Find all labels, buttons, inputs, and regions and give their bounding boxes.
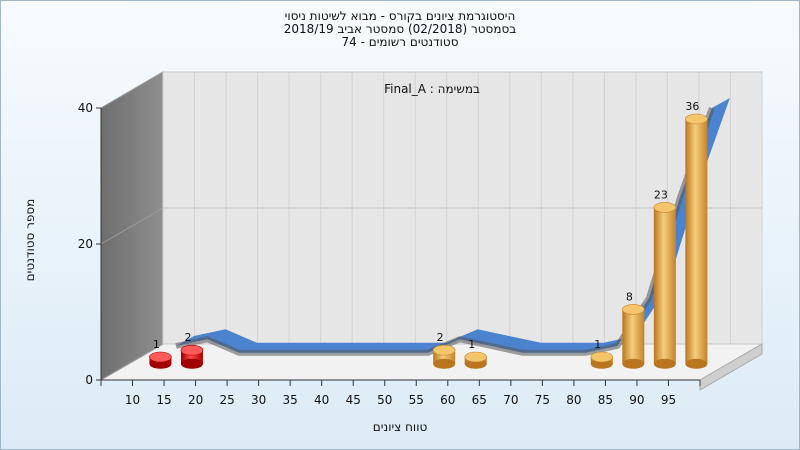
bar-cap xyxy=(590,351,614,363)
x-tick-label: 90 xyxy=(629,393,644,407)
bar-base xyxy=(622,358,645,369)
x-tick-label: 60 xyxy=(440,393,455,407)
x-tick-label: 40 xyxy=(314,393,329,407)
x-tick-label: 85 xyxy=(598,393,613,407)
chart-title: היסטוגרמת ציונים בקורס - מבוא לשיטות ניס… xyxy=(0,10,800,49)
x-tick-label: 50 xyxy=(377,393,392,407)
bar-cap xyxy=(149,351,172,363)
x-tick-label: 30 xyxy=(251,393,266,407)
bar-base xyxy=(685,358,708,369)
grid-line-side xyxy=(100,71,164,109)
x-tick-label: 75 xyxy=(535,393,550,407)
grid-line-side xyxy=(100,343,164,381)
y-tick-label: 20 xyxy=(78,237,93,251)
bar-value-label: 1 xyxy=(468,338,475,351)
x-tick-label: 10 xyxy=(125,393,140,407)
bar-cap xyxy=(653,202,677,213)
bar-base xyxy=(433,358,456,369)
bar-base xyxy=(180,358,203,369)
y-tick-label: 40 xyxy=(78,101,93,115)
x-tick-label: 15 xyxy=(156,393,171,407)
x-tick-label: 70 xyxy=(503,393,518,407)
bar xyxy=(622,309,645,364)
bar-cap xyxy=(432,344,456,356)
chart-title-line-1: היסטוגרמת ציונים בקורס - מבוא לשיטות ניס… xyxy=(284,9,516,23)
bar xyxy=(653,207,676,364)
bar-cap xyxy=(685,113,708,125)
bar-value-label: 1 xyxy=(153,338,160,351)
bar xyxy=(685,119,708,364)
bar-value-label: 2 xyxy=(437,331,444,344)
x-tick-label: 65 xyxy=(472,393,487,407)
bar-base xyxy=(653,358,676,369)
chart-title-line-2: בסמסטר (02/2018) סמסטר אביב 2018/19 xyxy=(283,22,517,36)
x-tick-label: 55 xyxy=(409,393,424,407)
chart-annotation: במשימה : Final_A xyxy=(384,82,480,96)
chart-floor-edge xyxy=(699,343,763,391)
bar-value-label: 8 xyxy=(626,290,633,303)
x-tick-label: 95 xyxy=(661,393,676,407)
x-axis-label: טווח ציונים xyxy=(372,420,428,434)
bar-cap xyxy=(464,351,487,363)
x-tick-label: 20 xyxy=(188,393,203,407)
bar-value-label: 36 xyxy=(685,100,699,113)
x-tick-label: 45 xyxy=(346,393,361,407)
bar-value-label: 23 xyxy=(654,188,668,201)
grid-line-side xyxy=(100,207,164,245)
chart-title-line-3: סטודנטים רשומים - 74 xyxy=(341,35,459,49)
x-tick-label: 25 xyxy=(219,393,234,407)
x-tick-label: 80 xyxy=(566,393,581,407)
x-tick-label: 35 xyxy=(283,393,298,407)
y-tick-label: 0 xyxy=(85,373,93,387)
bar-value-label: 1 xyxy=(594,338,601,351)
bar-value-label: 2 xyxy=(184,331,191,344)
y-axis-label: מספר סטודנטים xyxy=(23,198,37,282)
bar-cap xyxy=(622,304,645,315)
bar-cap xyxy=(180,344,204,356)
